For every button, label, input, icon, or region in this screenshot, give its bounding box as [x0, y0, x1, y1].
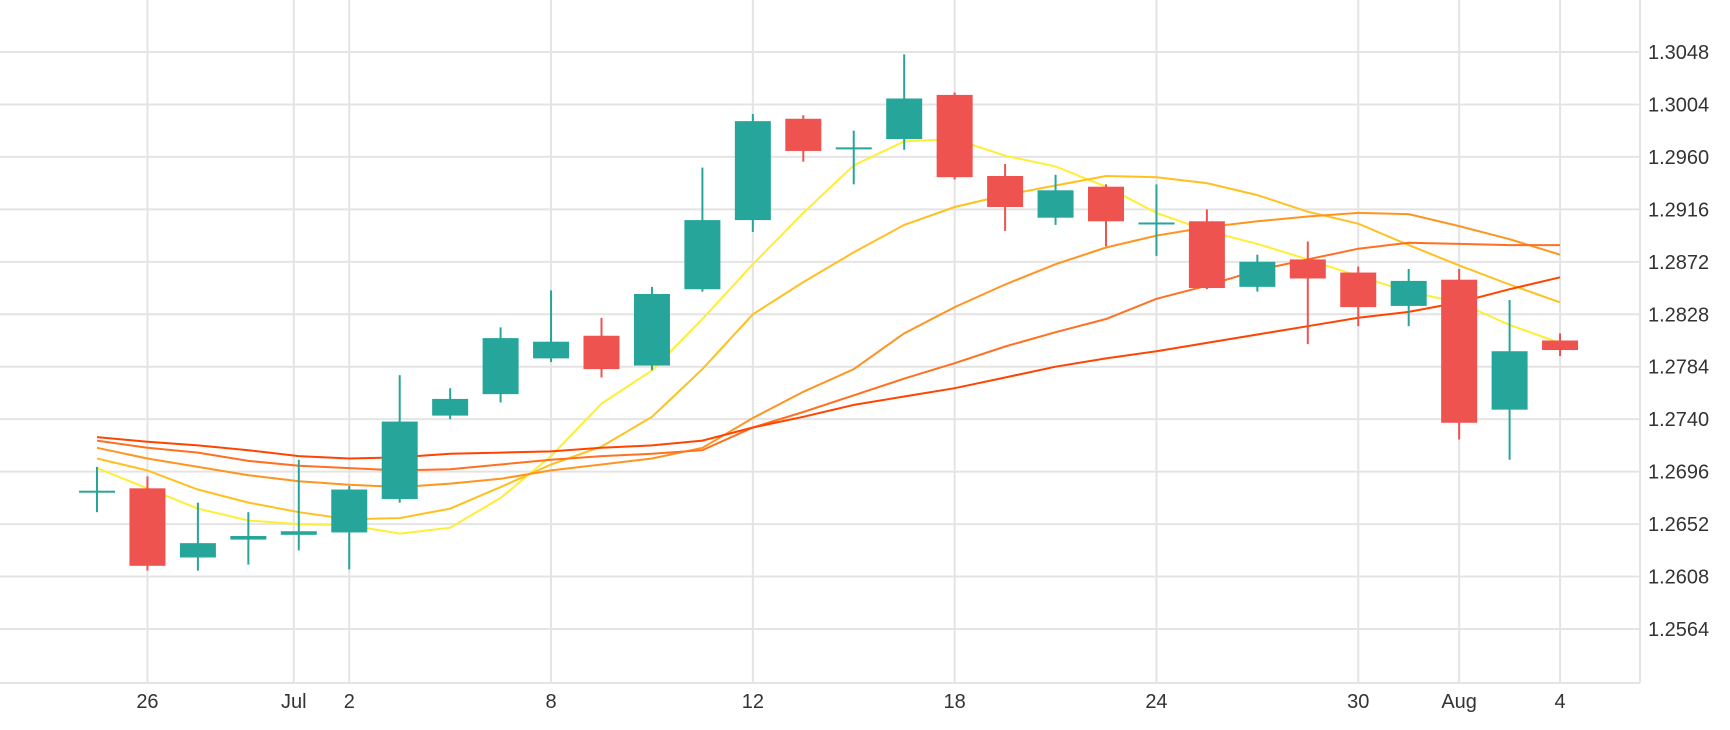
- candle: [1239, 254, 1276, 292]
- candle-body: [1239, 261, 1276, 287]
- y-tick-label: 1.2740: [1648, 409, 1709, 431]
- x-tick-label: 12: [742, 691, 764, 713]
- candle: [331, 485, 368, 570]
- candle: [230, 512, 267, 565]
- candle-body: [432, 398, 469, 416]
- candle: [886, 54, 923, 150]
- candle: [533, 290, 570, 362]
- candle-body: [482, 338, 519, 395]
- candle: [482, 327, 519, 403]
- y-tick-label: 1.3004: [1648, 94, 1709, 116]
- candle-body: [1542, 340, 1579, 351]
- y-tick-label: 1.2916: [1648, 199, 1709, 221]
- candle: [179, 502, 216, 571]
- moving-average-line: [96, 174, 1561, 521]
- candle: [1542, 333, 1579, 356]
- x-tick-label: 24: [1145, 691, 1167, 713]
- x-tick-label: Aug: [1441, 691, 1477, 713]
- candle: [734, 113, 771, 233]
- candle-body: [1340, 272, 1377, 308]
- candle: [1088, 184, 1124, 247]
- y-tick-label: 1.2696: [1648, 462, 1709, 484]
- moving-average-line: [96, 276, 1561, 460]
- candle-body: [886, 98, 923, 140]
- candle: [1390, 268, 1427, 327]
- axis-labels: 1.3048 1.3004 1.2960 1.2916 1.2872 1.2828 1.27…: [136, 42, 1709, 713]
- candle: [280, 459, 317, 551]
- candle: [987, 164, 1024, 231]
- x-tick-label: 8: [545, 691, 556, 713]
- y-tick-label: 1.2872: [1648, 252, 1709, 274]
- candle-body: [1138, 222, 1175, 225]
- candle-body: [835, 147, 872, 150]
- candle-body: [1390, 280, 1427, 306]
- candle-body: [1088, 186, 1124, 222]
- candle-body: [1289, 259, 1326, 279]
- x-tick-label: Jul: [281, 691, 307, 713]
- candle: [835, 130, 872, 185]
- candle-body: [785, 118, 822, 151]
- candle-body: [381, 421, 418, 500]
- candle: [684, 167, 721, 292]
- candle: [1188, 209, 1225, 290]
- candle-body: [129, 488, 166, 566]
- candle-body: [331, 489, 368, 533]
- candle-body: [79, 490, 115, 493]
- candle-body: [583, 335, 620, 370]
- candle-body: [179, 543, 216, 558]
- candle-body: [633, 294, 670, 366]
- x-tick-label: 18: [944, 691, 966, 713]
- y-tick-label: 1.2784: [1648, 357, 1709, 379]
- moving-average-line: [96, 211, 1561, 489]
- moving-average-line: [96, 137, 1561, 535]
- candle: [381, 375, 418, 503]
- candle-body: [987, 175, 1024, 207]
- y-tick-label: 1.2652: [1648, 514, 1709, 536]
- grid-lines: [0, 0, 1641, 684]
- candle: [1037, 174, 1074, 225]
- y-tick-label: 1.2564: [1648, 619, 1709, 641]
- candle: [129, 476, 166, 571]
- candle-body: [1491, 351, 1528, 410]
- candle: [1441, 268, 1478, 440]
- x-tick-label: 26: [136, 691, 158, 713]
- candle-body: [1037, 190, 1074, 218]
- candle: [583, 317, 620, 378]
- moving-average-line: [96, 241, 1561, 472]
- y-tick-label: 1.2960: [1648, 147, 1709, 169]
- candle: [1289, 241, 1326, 345]
- candle-body: [1188, 221, 1225, 289]
- candle: [1491, 299, 1528, 460]
- y-tick-label: 1.2828: [1648, 304, 1709, 326]
- candle: [936, 92, 973, 180]
- x-tick-label: 2: [344, 691, 355, 713]
- candle: [785, 115, 822, 162]
- candle: [79, 466, 115, 513]
- candle-body: [280, 531, 317, 535]
- candle-body: [1441, 279, 1478, 423]
- moving-average-lines: [96, 137, 1561, 535]
- y-tick-label: 1.3048: [1648, 42, 1709, 64]
- candle-body: [533, 341, 570, 359]
- x-tick-label: 30: [1347, 691, 1369, 713]
- candle-body: [230, 536, 267, 540]
- candle-body: [684, 220, 721, 290]
- y-tick-label: 1.2608: [1648, 567, 1709, 589]
- candle: [1340, 266, 1377, 327]
- candle: [1138, 184, 1175, 256]
- candle: [432, 388, 469, 420]
- candle-body: [936, 94, 973, 178]
- x-tick-label: 4: [1554, 691, 1565, 713]
- candles: [79, 54, 1579, 571]
- candle: [633, 286, 670, 371]
- candle-body: [734, 121, 771, 221]
